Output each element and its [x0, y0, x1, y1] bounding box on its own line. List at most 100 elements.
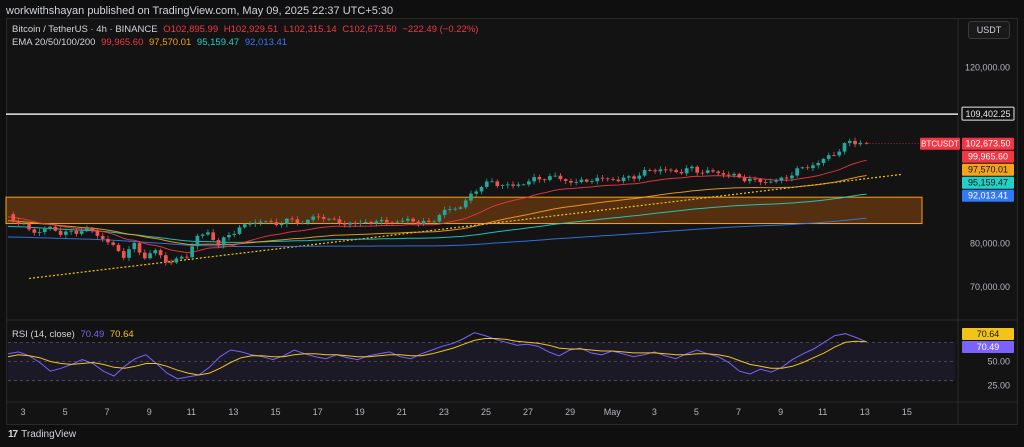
- time-tick-label: 3: [652, 407, 657, 417]
- last-price-tag-bg: [962, 137, 1014, 150]
- candle-body: [653, 170, 657, 172]
- candle-body: [674, 170, 679, 173]
- candle-body: [311, 216, 315, 220]
- trend-line: [28, 173, 903, 280]
- candle-body: [842, 143, 847, 152]
- candle-body: [505, 184, 510, 186]
- time-tick-label: 9: [147, 407, 152, 417]
- candle-body: [732, 173, 736, 176]
- candle-body: [784, 177, 789, 179]
- ema20-line: [7, 159, 867, 254]
- symbol-name: Bitcoin / TetherUS · 4h · BINANCE: [12, 24, 158, 35]
- time-tick-label: 27: [523, 407, 533, 417]
- candle-body: [374, 221, 379, 224]
- candle-body: [811, 165, 815, 169]
- candles-group: [11, 137, 869, 266]
- last-price-tag: 102,673.50: [965, 139, 1010, 149]
- candle-body: [327, 218, 331, 220]
- ema20-tag: 99,965.60: [968, 152, 1008, 162]
- published-by-header: workwithshayan published on TradingView.…: [6, 5, 394, 17]
- candle-body: [705, 170, 710, 173]
- candle-body: [626, 176, 631, 178]
- candle-body: [763, 182, 768, 183]
- candle-body: [69, 230, 73, 232]
- tradingview-logo: 17 TradingView: [8, 429, 76, 440]
- candle-body: [595, 177, 600, 182]
- candle-body: [469, 193, 473, 201]
- open-value: O102,895.99: [163, 24, 219, 35]
- symbol-tag: BTCUSDT: [921, 140, 959, 149]
- candle-body: [269, 221, 273, 223]
- candle-body: [21, 223, 26, 225]
- candle-body: [532, 177, 536, 182]
- hline-label: 109,402.25: [965, 109, 1010, 119]
- candle-body: [332, 218, 337, 220]
- candle-body: [821, 158, 826, 163]
- time-tick-label: 13: [860, 407, 870, 417]
- candle-body: [95, 230, 100, 236]
- candle-body: [495, 181, 500, 186]
- hline-label-bg: [961, 106, 1015, 121]
- candle-body: [284, 218, 289, 224]
- ema20-tag-bg: [962, 150, 1014, 163]
- time-tick-label: 13: [228, 407, 238, 417]
- candle-body: [242, 224, 247, 228]
- candle-body: [116, 244, 121, 252]
- candle-body: [411, 218, 415, 222]
- candle-body: [463, 200, 468, 208]
- candle-body: [758, 179, 763, 183]
- candle-body: [753, 178, 757, 180]
- candle-body: [679, 172, 684, 174]
- symbol-tag-bg: [920, 137, 960, 150]
- candle-body: [148, 253, 152, 259]
- candle-body: [669, 169, 673, 171]
- time-tick-label: 3: [20, 407, 25, 417]
- time-tick-label: 23: [439, 407, 449, 417]
- time-tick-label: 17: [313, 407, 323, 417]
- candle-body: [769, 181, 773, 183]
- candle-body: [253, 222, 258, 224]
- candle-body: [490, 181, 494, 183]
- ema100-line: [7, 193, 867, 243]
- candle-body: [227, 234, 231, 238]
- currency-button[interactable]: USDT: [968, 21, 1010, 39]
- candle-body: [248, 223, 252, 225]
- candle-body: [500, 185, 505, 186]
- ema50-value: 97,570.01: [149, 37, 192, 48]
- candle-body: [395, 221, 400, 223]
- candle-body: [826, 155, 831, 159]
- ema200-line: [7, 217, 867, 247]
- rsi-value: 70.49: [80, 329, 105, 340]
- candle-body: [427, 220, 431, 223]
- candle-body: [306, 219, 310, 224]
- candle-body: [864, 142, 869, 144]
- candle-body: [632, 176, 636, 179]
- candle-body: [779, 177, 784, 181]
- ema100-tag: 95,159.47: [968, 178, 1008, 188]
- candle-body: [27, 223, 31, 230]
- candle-body: [106, 238, 110, 243]
- candle-body: [263, 221, 268, 223]
- candle-body: [137, 242, 142, 253]
- rsi-label: RSI (14, close): [12, 329, 75, 340]
- candle-body: [442, 209, 447, 215]
- candle-body: [605, 178, 610, 180]
- candle-body: [85, 228, 89, 232]
- candle-body: [279, 223, 284, 226]
- ema200-tag: 92,013.41: [968, 191, 1008, 201]
- time-tick-label: 29: [565, 407, 575, 417]
- candle-body: [548, 176, 552, 180]
- ema200-tag-bg: [962, 189, 1014, 202]
- candle-body: [37, 232, 42, 233]
- candle-body: [484, 181, 489, 187]
- candle-body: [584, 179, 589, 182]
- candle-body: [453, 208, 458, 210]
- candle-body: [832, 155, 836, 157]
- candle-body: [616, 179, 621, 182]
- candle-body: [179, 256, 184, 259]
- candle-body: [726, 174, 731, 176]
- candle-body: [563, 179, 568, 181]
- candle-body: [721, 173, 726, 175]
- ema100-tag-bg: [962, 176, 1014, 189]
